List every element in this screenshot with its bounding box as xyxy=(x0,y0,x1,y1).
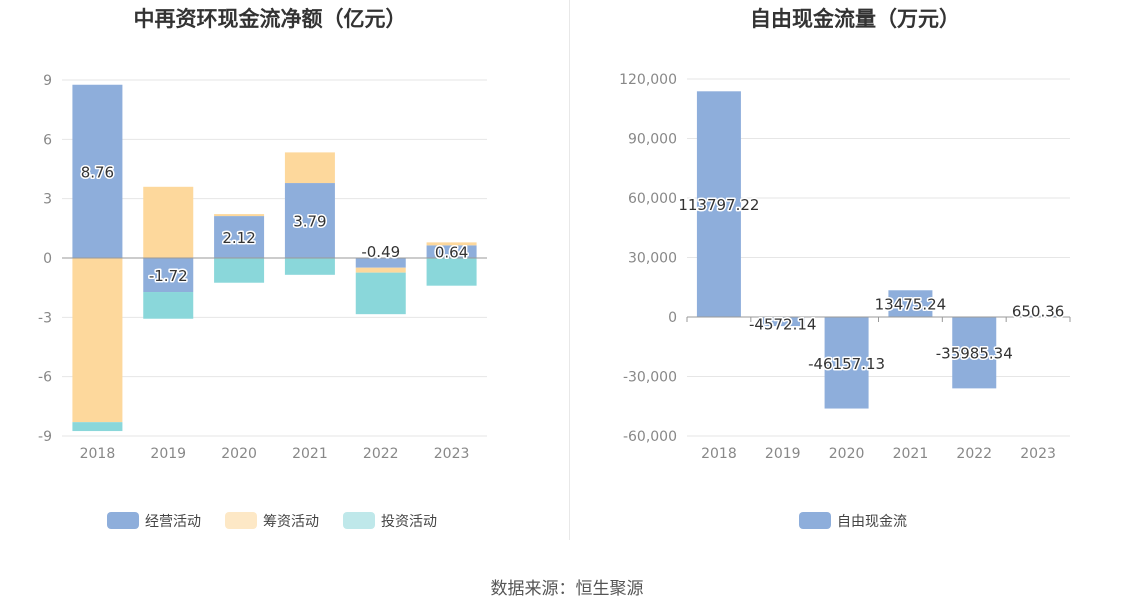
data-label: 113797.22 xyxy=(678,196,759,214)
y-tick-label: -30,000 xyxy=(623,370,677,386)
x-tick-label: 2021 xyxy=(893,446,929,462)
y-tick-label: -9 xyxy=(38,429,52,445)
bar-1 xyxy=(1016,315,1061,317)
y-tick-label: 0 xyxy=(43,251,52,267)
data-label: 650.36 xyxy=(1012,302,1064,320)
x-tick-label: 2018 xyxy=(80,446,116,462)
x-tick-label: 2022 xyxy=(956,446,992,462)
legend-label: 投资活动 xyxy=(381,514,437,530)
chart-title: 自由现金流量（万元） xyxy=(750,7,960,31)
bar-3 xyxy=(355,272,406,315)
y-tick-label: -60,000 xyxy=(623,429,677,445)
bar-2 xyxy=(143,186,194,258)
data-label: -1.72 xyxy=(149,267,188,285)
y-tick-label: 90,000 xyxy=(628,132,677,148)
free-cash-flow-chart: 自由现金流量（万元） 120,000 90,000 60,000 30,000 0 -30… xyxy=(619,7,1071,530)
x-tick-label: 2021 xyxy=(292,446,328,462)
y-tick-label: 9 xyxy=(43,73,52,89)
x-tick-label: 2020 xyxy=(829,446,865,462)
legend-swatch xyxy=(343,512,375,529)
y-tick-label: -3 xyxy=(38,310,52,326)
chart-divider xyxy=(569,0,570,540)
y-tick-label: 30,000 xyxy=(628,251,677,267)
bar-1 xyxy=(214,216,265,258)
bar-1 xyxy=(72,84,123,258)
y-tick-label: 6 xyxy=(43,132,52,148)
bar-1 xyxy=(696,91,741,317)
y-tick-label: 0 xyxy=(668,310,677,326)
data-label: -0.49 xyxy=(361,243,400,261)
bar-1 xyxy=(143,258,194,293)
y-tick-label: 60,000 xyxy=(628,191,677,207)
bar-1 xyxy=(888,290,933,317)
bar-3 xyxy=(214,258,265,283)
data-label: 0.64 xyxy=(435,244,468,262)
legend-label: 筹资活动 xyxy=(263,513,319,530)
data-label: -4572.14 xyxy=(749,316,816,334)
bar-2 xyxy=(426,242,477,246)
legend-swatch xyxy=(107,512,139,529)
x-tick-label: 2019 xyxy=(150,446,186,462)
bar-1 xyxy=(824,317,869,409)
x-tick-label: 2019 xyxy=(765,446,801,462)
bar-1 xyxy=(952,317,997,389)
bar-1 xyxy=(355,258,406,268)
data-label: -46157.13 xyxy=(808,355,885,373)
y-tick-label: 3 xyxy=(43,192,52,208)
data-label: -35985.34 xyxy=(936,345,1013,363)
chart-title: 中再资环现金流净额（亿元） xyxy=(134,7,407,31)
legend-label: 自由现金流 xyxy=(837,514,907,530)
x-tick-label: 2023 xyxy=(434,446,470,462)
cash-flow-net-chart: 中再资环现金流净额（亿元） 9 6 3 0 -3 -6 -9 2018 2019 2020 2021… xyxy=(38,7,487,530)
bar-1 xyxy=(426,245,477,258)
data-source: 数据来源：恒生聚源 xyxy=(490,579,644,599)
legend-swatch xyxy=(799,512,831,529)
legend-label: 经营活动 xyxy=(145,514,201,530)
bar-3 xyxy=(284,258,335,275)
x-tick-label: 2020 xyxy=(221,446,257,462)
x-tick-label: 2022 xyxy=(363,446,399,462)
bar-2 xyxy=(284,152,335,184)
bar-3 xyxy=(426,258,477,286)
data-label: 13475.24 xyxy=(875,296,947,314)
bar-3 xyxy=(72,422,123,432)
x-tick-label: 2023 xyxy=(1020,446,1056,462)
bar-3 xyxy=(143,292,194,319)
y-tick-label: 120,000 xyxy=(619,72,677,88)
x-tick-label: 2018 xyxy=(701,446,737,462)
bar-2 xyxy=(355,267,406,273)
bar-2 xyxy=(72,258,123,423)
y-tick-label: -6 xyxy=(38,370,52,386)
data-label: 2.12 xyxy=(222,229,255,247)
legend-swatch xyxy=(225,512,257,529)
bar-1 xyxy=(284,183,335,258)
bar-1 xyxy=(760,317,805,327)
data-label: 3.79 xyxy=(293,213,326,231)
bar-2 xyxy=(214,214,265,217)
data-label: 8.76 xyxy=(81,163,114,181)
